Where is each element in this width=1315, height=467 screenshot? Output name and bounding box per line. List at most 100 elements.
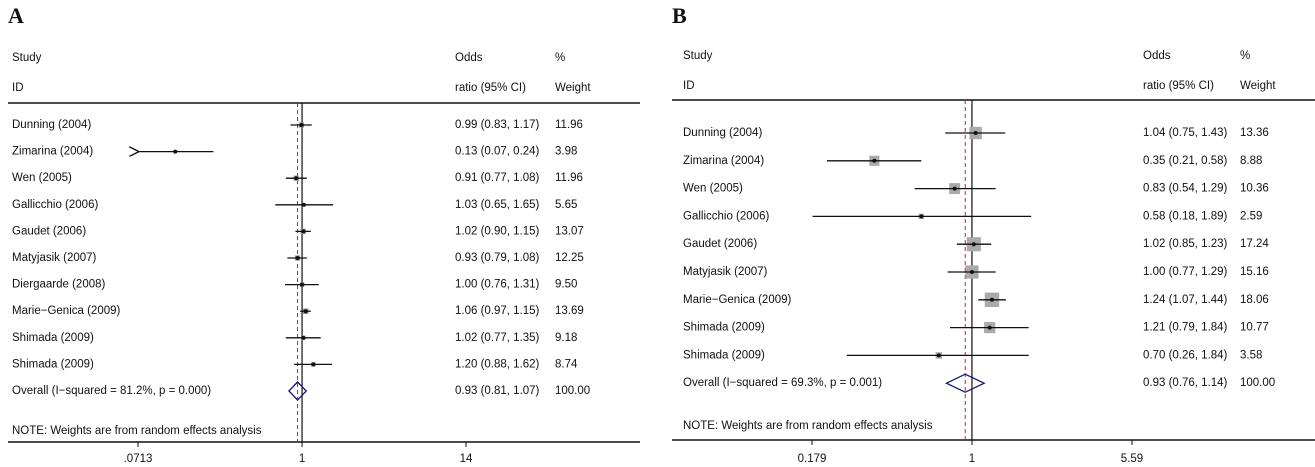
ci-label: 1.04 (0.75, 1.43) xyxy=(1143,127,1228,139)
point-estimate xyxy=(989,297,994,302)
point-estimate xyxy=(173,149,178,154)
overall-diamond xyxy=(944,373,986,393)
weight-label: 13.36 xyxy=(1240,127,1269,139)
ci-label: 1.02 (0.90, 1.15) xyxy=(455,225,540,237)
point-estimate xyxy=(969,270,974,274)
ci-label: 1.02 (0.77, 1.35) xyxy=(455,332,540,344)
study-name: Shimada (2009) xyxy=(12,358,94,370)
point-estimate xyxy=(301,335,306,340)
weight-label: 3.98 xyxy=(555,146,577,158)
header: ID xyxy=(683,80,695,92)
ci-label: 0.58 (0.18, 1.89) xyxy=(1143,210,1228,222)
weight-label: 100.00 xyxy=(555,385,590,397)
ci-label: 1.24 (1.07, 1.44) xyxy=(1143,294,1228,306)
point-estimate xyxy=(301,202,306,207)
ci-label: 1.00 (0.77, 1.29) xyxy=(1143,266,1228,278)
x-tick-label: .0713 xyxy=(124,453,153,465)
point-estimate xyxy=(936,353,941,358)
header: Weight xyxy=(1240,80,1276,92)
weight-label: 12.25 xyxy=(555,252,584,264)
study-name: Shimada (2009) xyxy=(683,322,765,334)
weight-label: 10.77 xyxy=(1240,322,1269,334)
panel-letter: A xyxy=(8,3,24,28)
ci-label: 1.02 (0.85, 1.23) xyxy=(1143,238,1228,250)
weight-label: 11.96 xyxy=(555,172,583,184)
ci-label: 0.91 (0.77, 1.08) xyxy=(455,172,540,184)
study-name: Dunning (2004) xyxy=(683,127,762,139)
ci-label: 0.93 (0.81, 1.07) xyxy=(455,385,540,397)
study-name: Wen (2005) xyxy=(12,172,72,184)
ci-label: 0.93 (0.76, 1.14) xyxy=(1143,377,1228,389)
point-estimate xyxy=(295,256,300,260)
header: Study xyxy=(683,50,713,62)
weight-label: 9.18 xyxy=(555,332,577,344)
overall-diamond xyxy=(288,381,308,401)
weight-label: 11.96 xyxy=(555,119,583,131)
point-estimate xyxy=(919,214,924,219)
note: NOTE: Weights are from random effects an… xyxy=(683,420,933,432)
study-name: Gallicchio (2006) xyxy=(683,210,769,222)
overall-label: Overall (I−squared = 81.2%, p = 0.000) xyxy=(12,385,211,397)
ci-label: 0.13 (0.07, 0.24) xyxy=(455,146,540,158)
panel-letter: B xyxy=(672,3,687,28)
weight-label: 10.36 xyxy=(1240,183,1269,195)
x-tick-label: 0.179 xyxy=(798,453,827,465)
weight-label: 5.65 xyxy=(555,199,577,211)
point-estimate xyxy=(311,362,316,367)
weight-label: 2.59 xyxy=(1240,210,1262,222)
ci-label: 0.83 (0.54, 1.29) xyxy=(1143,183,1228,195)
point-estimate xyxy=(971,242,976,247)
weight-label: 13.69 xyxy=(555,305,584,317)
weight-label: 100.00 xyxy=(1240,377,1275,389)
weight-label: 8.74 xyxy=(555,358,578,370)
header: ID xyxy=(12,82,24,94)
point-estimate xyxy=(872,158,877,163)
study-name: Diergaarde (2008) xyxy=(12,279,106,291)
weight-label: 8.88 xyxy=(1240,155,1262,167)
study-name: Matyjasik (2007) xyxy=(12,252,97,264)
weight-label: 9.50 xyxy=(555,279,577,291)
weight-label: 3.58 xyxy=(1240,349,1262,361)
ci-label: 1.20 (0.88, 1.62) xyxy=(455,358,540,370)
header: ratio (95% CI) xyxy=(455,82,526,94)
study-name: Gallicchio (2006) xyxy=(12,199,98,211)
point-estimate xyxy=(300,282,305,287)
header: ratio (95% CI) xyxy=(1143,80,1214,92)
weight-label: 15.16 xyxy=(1240,266,1269,278)
study-name: Wen (2005) xyxy=(683,183,743,195)
study-name: Gaudet (2006) xyxy=(12,225,86,237)
ci-label: 1.03 (0.65, 1.65) xyxy=(455,199,540,211)
note: NOTE: Weights are from random effects an… xyxy=(12,425,262,437)
study-name: Zimarina (2004) xyxy=(12,146,93,158)
header: % xyxy=(555,52,565,64)
study-name: Shimada (2009) xyxy=(12,332,94,344)
x-tick-label: 1 xyxy=(969,453,975,465)
point-estimate xyxy=(973,131,978,135)
study-name: Marie−Genica (2009) xyxy=(683,294,792,306)
study-name: Shimada (2009) xyxy=(683,349,765,361)
ci-label: 0.35 (0.21, 0.58) xyxy=(1143,155,1228,167)
ci-label: 0.93 (0.79, 1.08) xyxy=(455,252,540,264)
x-tick-label: 5.59 xyxy=(1121,453,1143,465)
weight-label: 13.07 xyxy=(555,225,584,237)
header: % xyxy=(1240,50,1250,62)
ci-label: 1.06 (0.97, 1.15) xyxy=(455,305,540,317)
weight-label: 18.06 xyxy=(1240,294,1269,306)
point-estimate xyxy=(987,325,992,330)
x-tick-label: 14 xyxy=(460,453,473,465)
study-name: Dunning (2004) xyxy=(12,119,91,131)
overall-label: Overall (I−squared = 69.3%, p = 0.001) xyxy=(683,377,882,389)
ci-label: 0.99 (0.83, 1.17) xyxy=(455,119,540,131)
point-estimate xyxy=(952,186,957,191)
header: Weight xyxy=(555,82,591,94)
point-estimate xyxy=(303,309,308,314)
header: Study xyxy=(12,52,42,64)
header: Odds xyxy=(455,52,483,64)
study-name: Matyjasik (2007) xyxy=(683,266,768,278)
point-estimate xyxy=(301,229,306,234)
point-estimate xyxy=(294,176,299,181)
x-tick-label: 1 xyxy=(299,453,305,465)
weight-label: 17.24 xyxy=(1240,238,1269,250)
header: Odds xyxy=(1143,50,1171,62)
